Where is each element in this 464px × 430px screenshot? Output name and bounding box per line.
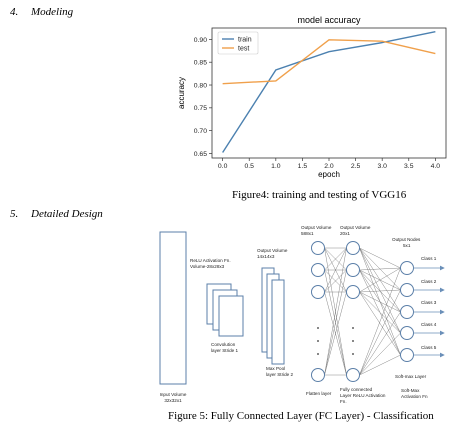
connection-line	[359, 267, 401, 293]
output-volume-14-label: Output Volume 14x14x3	[257, 248, 288, 259]
connection-line	[359, 267, 401, 376]
fc-node	[346, 263, 360, 277]
class-1-label: Class 1	[421, 256, 437, 261]
output-node	[400, 348, 414, 362]
output-node	[400, 261, 414, 275]
section-5-title: Detailed Design	[31, 208, 103, 220]
y-tick-label: 0.85	[194, 60, 207, 67]
chart-title: model accuracy	[297, 15, 361, 25]
fc-node	[346, 368, 360, 382]
y-tick-label: 0.65	[194, 151, 207, 158]
connection-line	[359, 332, 401, 376]
x-tick-label: 1.0	[271, 163, 281, 170]
connection-line	[359, 247, 401, 269]
ellipsis-dot	[352, 340, 354, 342]
connection-line	[359, 247, 401, 334]
connection-line	[324, 247, 347, 376]
output-volume-20-label: Output Volume 20x1	[340, 225, 371, 236]
figure-4-caption: Figure4: training and testing of VGG16	[232, 189, 407, 201]
x-tick-label: 4.0	[431, 163, 441, 170]
section-5-number: 5.	[10, 208, 19, 220]
ellipsis-dot	[352, 353, 354, 355]
y-tick-label: 0.90	[194, 37, 207, 44]
connection-line	[359, 291, 401, 334]
connection-line	[359, 311, 401, 376]
x-tick-label: 2.5	[351, 163, 361, 170]
convolution-layer-label: Convolution layer Stride 1	[211, 342, 239, 353]
fc-node	[346, 285, 360, 299]
conv-volume-box-3	[218, 295, 244, 337]
x-tick-label: 2.0	[324, 163, 334, 170]
x-tick-label: 3.0	[377, 163, 387, 170]
chart-y-axis-label: accuracy	[177, 77, 186, 109]
input-volume-label: Input Volume 32x32x1	[160, 392, 187, 403]
connection-line	[359, 291, 401, 356]
x-tick-label: 0.0	[218, 163, 228, 170]
output-node	[400, 326, 414, 340]
class-4-label: Class 4	[421, 322, 437, 327]
input-volume-box	[159, 231, 187, 385]
class-5-label: Class 5	[421, 345, 437, 350]
legend-label-test: test	[238, 46, 249, 53]
relu-volume-label: ReLU Activation Fn. Volume-28x28x3	[190, 258, 231, 269]
series-line-test	[222, 39, 436, 85]
output-volume-588-label: Output Volume 588x1	[301, 225, 332, 236]
section-4-heading: 4. Modeling	[10, 6, 73, 18]
legend-label-train: train	[238, 37, 252, 44]
connection-line	[359, 289, 401, 376]
connection-line	[324, 247, 347, 293]
connection-line	[359, 354, 401, 376]
fully-connected-layer-label: Fully connected Layer ReLU Activation Fn.	[340, 387, 386, 404]
pool-volume-box-3	[271, 279, 285, 365]
class-3-label: Class 3	[421, 300, 437, 305]
chart-x-axis-label: epoch	[318, 170, 340, 179]
output-node	[400, 283, 414, 297]
class-2-label: Class 2	[421, 279, 437, 284]
series-line-train	[222, 30, 436, 153]
figure-5-caption: Figure 5: Fully Connected Layer (FC Laye…	[168, 410, 434, 422]
fc-node	[346, 241, 360, 255]
ellipsis-dot	[317, 353, 319, 355]
connection-line	[324, 269, 347, 293]
connection-line	[324, 269, 347, 376]
connection-line	[324, 291, 347, 376]
ellipsis-dot	[317, 327, 319, 329]
softmax-activation-label: Soft-Max Activation Fn	[401, 388, 428, 399]
x-tick-label: 0.5	[245, 163, 255, 170]
ellipsis-dot	[352, 327, 354, 329]
flatten-node	[311, 263, 325, 277]
ellipsis-dot	[317, 340, 319, 342]
connection-line	[324, 247, 347, 271]
y-tick-label: 0.70	[194, 128, 207, 135]
section-5-heading: 5. Detailed Design	[10, 208, 103, 220]
flatten-node	[311, 368, 325, 382]
flatten-node	[311, 285, 325, 299]
x-tick-label: 1.5	[298, 163, 308, 170]
output-node	[400, 305, 414, 319]
softmax-layer-label: Soft-max Layer	[395, 374, 427, 379]
section-4-title: Modeling	[31, 6, 74, 18]
y-tick-label: 0.80	[194, 82, 207, 89]
max-pool-layer-label: Max Pool layer Stride 2	[266, 366, 294, 377]
flatten-node	[311, 241, 325, 255]
section-4-number: 4.	[10, 6, 19, 18]
connection-line	[359, 291, 401, 313]
y-tick-label: 0.75	[194, 105, 207, 112]
flatten-layer-label: Flatten layer	[306, 391, 332, 396]
x-tick-label: 3.5	[404, 163, 414, 170]
output-nodes-label: Output Nodes 5x1	[392, 237, 421, 248]
connection-line	[359, 289, 401, 293]
connection-line	[359, 267, 401, 271]
